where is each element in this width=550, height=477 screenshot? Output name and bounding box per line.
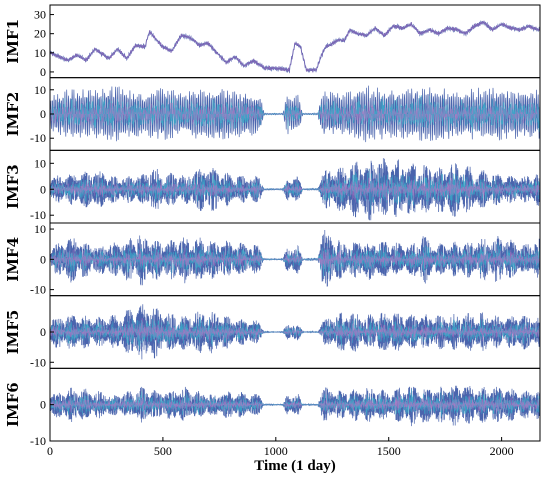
y-tick-label: 10 (34, 46, 46, 60)
series-imf5-layer (50, 317, 540, 351)
panel-frame (49, 4, 541, 79)
panel-label: IMF5 (4, 310, 22, 355)
plot-area (50, 304, 540, 360)
y-tick-label: 0 (40, 398, 46, 412)
y-tick-label: 0 (40, 182, 46, 196)
plot-area (50, 158, 540, 221)
panel-imf1: 0 10 20 30 IMF1 (4, 4, 541, 79)
panel-label: IMF3 (4, 164, 22, 209)
panel-imf5: -10 0 IMF5 (4, 295, 541, 369)
x-tick-label: 1500 (377, 444, 401, 458)
plot-area (50, 85, 540, 143)
panel-label: IMF1 (4, 19, 22, 64)
y-tick-label: 10 (34, 156, 46, 170)
y-tick-label: 10 (34, 222, 46, 236)
y-tick-label: -10 (30, 131, 46, 145)
series-imf1-overlay (50, 20, 540, 73)
panel-imf3: -10 0 10 IMF3 (4, 149, 541, 224)
panel-imf4: -10 0 10 IMF4 (4, 222, 541, 297)
series-imf6-layer (50, 389, 540, 417)
panel-imf2: -10 0 10 IMF2 (4, 77, 541, 151)
series-imf4-layer (50, 242, 540, 277)
x-tick-label: 1000 (264, 444, 288, 458)
series-imf2-overlay (50, 101, 540, 127)
series-imf4-overlay (50, 245, 540, 271)
series-imf6-overlay (50, 394, 540, 413)
x-tick-label: 0 (47, 444, 53, 458)
panel-label: IMF6 (4, 382, 22, 427)
y-tick-label: -10 (30, 355, 46, 369)
x-tick-label: 2000 (490, 444, 514, 458)
y-tick-label: 20 (34, 27, 46, 41)
plot-area (50, 385, 540, 427)
x-tick-label: 500 (154, 444, 172, 458)
series-imf1 (50, 20, 540, 74)
y-tick-label: 30 (34, 8, 46, 22)
y-tick-label: 0 (40, 252, 46, 266)
plot-area (50, 229, 540, 287)
y-tick-label: 10 (34, 83, 46, 97)
y-tick-label: 0 (40, 325, 46, 339)
panel-label: IMF2 (4, 92, 22, 137)
y-tick-label: -10 (30, 283, 46, 297)
y-tick-label: 0 (40, 107, 46, 121)
series-imf5-overlay (50, 318, 540, 342)
series-imf3-layer (50, 169, 540, 210)
y-tick-label: -10 (30, 434, 46, 448)
series-imf3-overlay (50, 177, 540, 203)
plot-area (50, 20, 540, 74)
panel-label: IMF4 (4, 237, 22, 282)
panel-imf6: -10 0 IMF6 (4, 367, 541, 448)
series-imf2-layer (50, 95, 540, 132)
x-axis-label: Time (1 day) (254, 458, 335, 474)
y-tick-label: 0 (40, 65, 46, 79)
y-tick-label: -10 (30, 208, 46, 222)
